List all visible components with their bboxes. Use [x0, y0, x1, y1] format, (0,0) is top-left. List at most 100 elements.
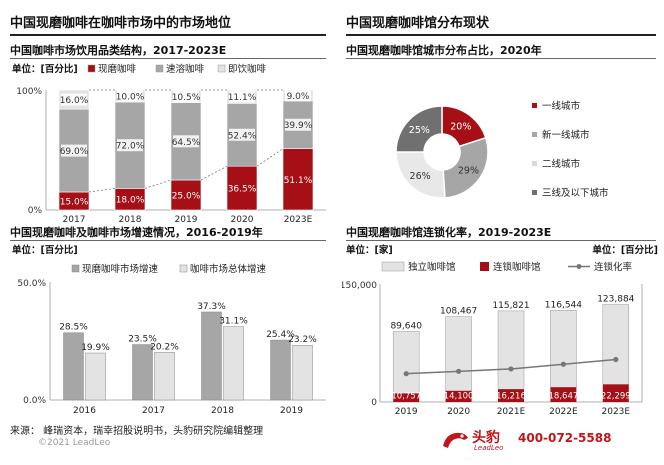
right-section-title: 中国现磨咖啡馆分布现状 — [346, 16, 490, 31]
pie-slice — [395, 105, 443, 153]
pie-slice-label: 25% — [409, 125, 430, 136]
growth-legend: 现磨咖啡市场增速 咖啡市场总体增速 — [71, 263, 267, 275]
structure-data-label: 9.0% — [287, 92, 310, 102]
pie-legend-marker — [532, 190, 537, 195]
structure-legend-swatch — [155, 64, 164, 73]
chain-bar-label: 22,299 — [601, 392, 631, 402]
structure-data-label: 11.1% — [228, 93, 257, 103]
growth-data-label: 19.9% — [81, 343, 110, 353]
structure-data-label: 64.5% — [172, 138, 201, 148]
growth-legend-swatch — [179, 264, 188, 273]
structure-data-label: 15.0% — [60, 198, 89, 208]
growth-data-label: 28.5% — [59, 323, 88, 333]
structure-legend-swatch — [87, 64, 96, 73]
chain-legend: 独立咖啡馆 连锁咖啡馆 连锁化率 — [381, 261, 633, 273]
source-note: 来源： 峰瑞资本，瑞幸招股说明书，头豹研究院编辑整理 — [10, 426, 264, 437]
structure-legend-label: 即饮咖啡 — [228, 63, 267, 75]
chain-legend-marker — [576, 264, 582, 269]
growth-plot: 50.0% 0.0% 28.5% 19.9% 2016 23.5%20.2% 2017 37.… — [17, 279, 326, 416]
structure-data-label: 51.1% — [284, 176, 313, 186]
chain-bar-label: 14,100 — [444, 392, 474, 402]
chain-rate-point — [403, 371, 409, 377]
growth-ytick-label: 50.0% — [17, 279, 46, 289]
brand-logo: 头豹 LeadLeo 400-072-5588 — [440, 426, 652, 456]
structure-data-label-bg — [117, 193, 143, 206]
structure-ytick-label: 100% — [16, 87, 42, 97]
growth-x-tick-label: 2018 — [211, 406, 234, 416]
growth-bar — [154, 352, 175, 401]
growth-legend-label: 咖啡市场总体增速 — [190, 263, 267, 275]
structure-data-label: 10.0% — [116, 93, 145, 103]
growth-bar — [292, 344, 313, 401]
chain-legend-swatch — [480, 262, 489, 271]
pie-legend-marker — [532, 103, 537, 108]
structure-data-label: 18.0% — [116, 196, 145, 206]
pie-legend-marker — [532, 132, 537, 137]
pie-legend-label: 三线及以下城市 — [542, 187, 609, 199]
brand-phone: 400-072-5588 — [518, 431, 612, 445]
structure-plot: 100% 0% 15.0% 69.0% 16.0% 2017 18.0% 72.0% 10.0%… — [16, 87, 326, 222]
right-bottom-sub-rule — [346, 240, 656, 241]
structure-data-label: 16.0% — [60, 96, 89, 106]
structure-data-label: 10.5% — [172, 93, 201, 103]
structure-data-label: 69.0% — [60, 147, 89, 157]
pie-legend-label: 新一线城市 — [542, 129, 590, 141]
chain-bar-independent — [392, 331, 420, 394]
brand-sub: LeadLeo — [474, 444, 504, 452]
growth-legend-swatch — [71, 264, 80, 273]
growth-ytick-label: 0.0% — [23, 396, 46, 406]
structure-ytick-label: 0% — [28, 206, 43, 216]
structure-data-label-bg — [117, 90, 143, 102]
structure-connector — [256, 148, 284, 167]
structure-data-label-bg — [61, 195, 87, 207]
structure-connector — [200, 165, 228, 181]
growth-data-label: 37.3% — [197, 302, 226, 312]
chain-rate-point — [613, 356, 619, 363]
structure-data-label-bg — [61, 93, 87, 106]
structure-data-label-bg — [229, 182, 255, 195]
pie-slice-label: 29% — [458, 165, 479, 176]
growth-data-label: 31.1% — [219, 317, 248, 327]
pie-slice-label: 20% — [450, 122, 471, 133]
chain-total-label: 89,640 — [390, 321, 422, 331]
structure-unit-label: 单位：[百分比] — [12, 63, 78, 75]
pie-slice — [442, 136, 489, 199]
structure-chart: 单位：[百分比] 现磨咖啡 速溶咖啡 即饮咖啡 100% 0% 15.0% 69.0% 16… — [12, 63, 326, 222]
right-top-sub-rule — [346, 58, 656, 59]
chain-plot: 150,000 0 10,757 89,640 2019 14,100 108,467 202… — [342, 281, 643, 417]
chain-legend-label: 连锁咖啡馆 — [493, 261, 541, 273]
growth-bar — [63, 332, 84, 401]
growth-chart: 单位：[百分比] 现磨咖啡市场增速 咖啡市场总体增速 50.0% 0.0% 28.5%… — [12, 244, 326, 416]
structure-data-label: 52.4% — [228, 131, 257, 141]
structure-x-tick-label: 2020 — [231, 215, 254, 222]
structure-legend-swatch — [217, 64, 226, 73]
growth-unit-label: 单位：[百分比] — [12, 244, 78, 256]
right-top-subtitle: 中国现磨咖啡馆城市分布占比，2020年 — [346, 44, 542, 57]
right-title-rule — [346, 34, 656, 36]
copyright: ©2021 LeadLeo — [38, 438, 111, 448]
chain-total-label: 116,544 — [545, 300, 582, 310]
chain-rate-point — [456, 368, 462, 374]
chain-bar-independent — [550, 310, 577, 388]
growth-bar — [270, 339, 291, 401]
left-title-rule — [10, 34, 326, 36]
pie-legend-marker — [532, 161, 537, 166]
structure-x-tick-label: 2018 — [119, 215, 142, 222]
chain-legend-label: 连锁化率 — [594, 261, 633, 273]
chain-bar-independent — [497, 310, 525, 390]
city-plot: 20% 29% 26% 25% — [395, 105, 489, 199]
pie-slice — [395, 151, 446, 199]
chain-rate-point — [508, 366, 514, 372]
structure-legend-label: 现磨咖啡 — [98, 63, 137, 75]
structure-data-label-bg — [173, 90, 199, 103]
structure-data-label-bg — [61, 144, 87, 157]
chain-bar-label: 18,647 — [549, 392, 579, 402]
left-bottom-sub-rule — [10, 240, 326, 241]
structure-data-label-bg — [229, 128, 255, 141]
chain-x-tick-label: 2022E — [549, 407, 578, 417]
right-bottom-subtitle: 中国现磨咖啡馆连锁化率，2019-2023E — [346, 226, 552, 239]
chain-total-label: 123,884 — [597, 295, 634, 305]
brand-name: 头豹 — [472, 430, 500, 446]
structure-data-label-bg — [285, 173, 311, 186]
left-top-subtitle: 中国咖啡市场饮用品类结构，2017-2023E — [10, 44, 227, 57]
